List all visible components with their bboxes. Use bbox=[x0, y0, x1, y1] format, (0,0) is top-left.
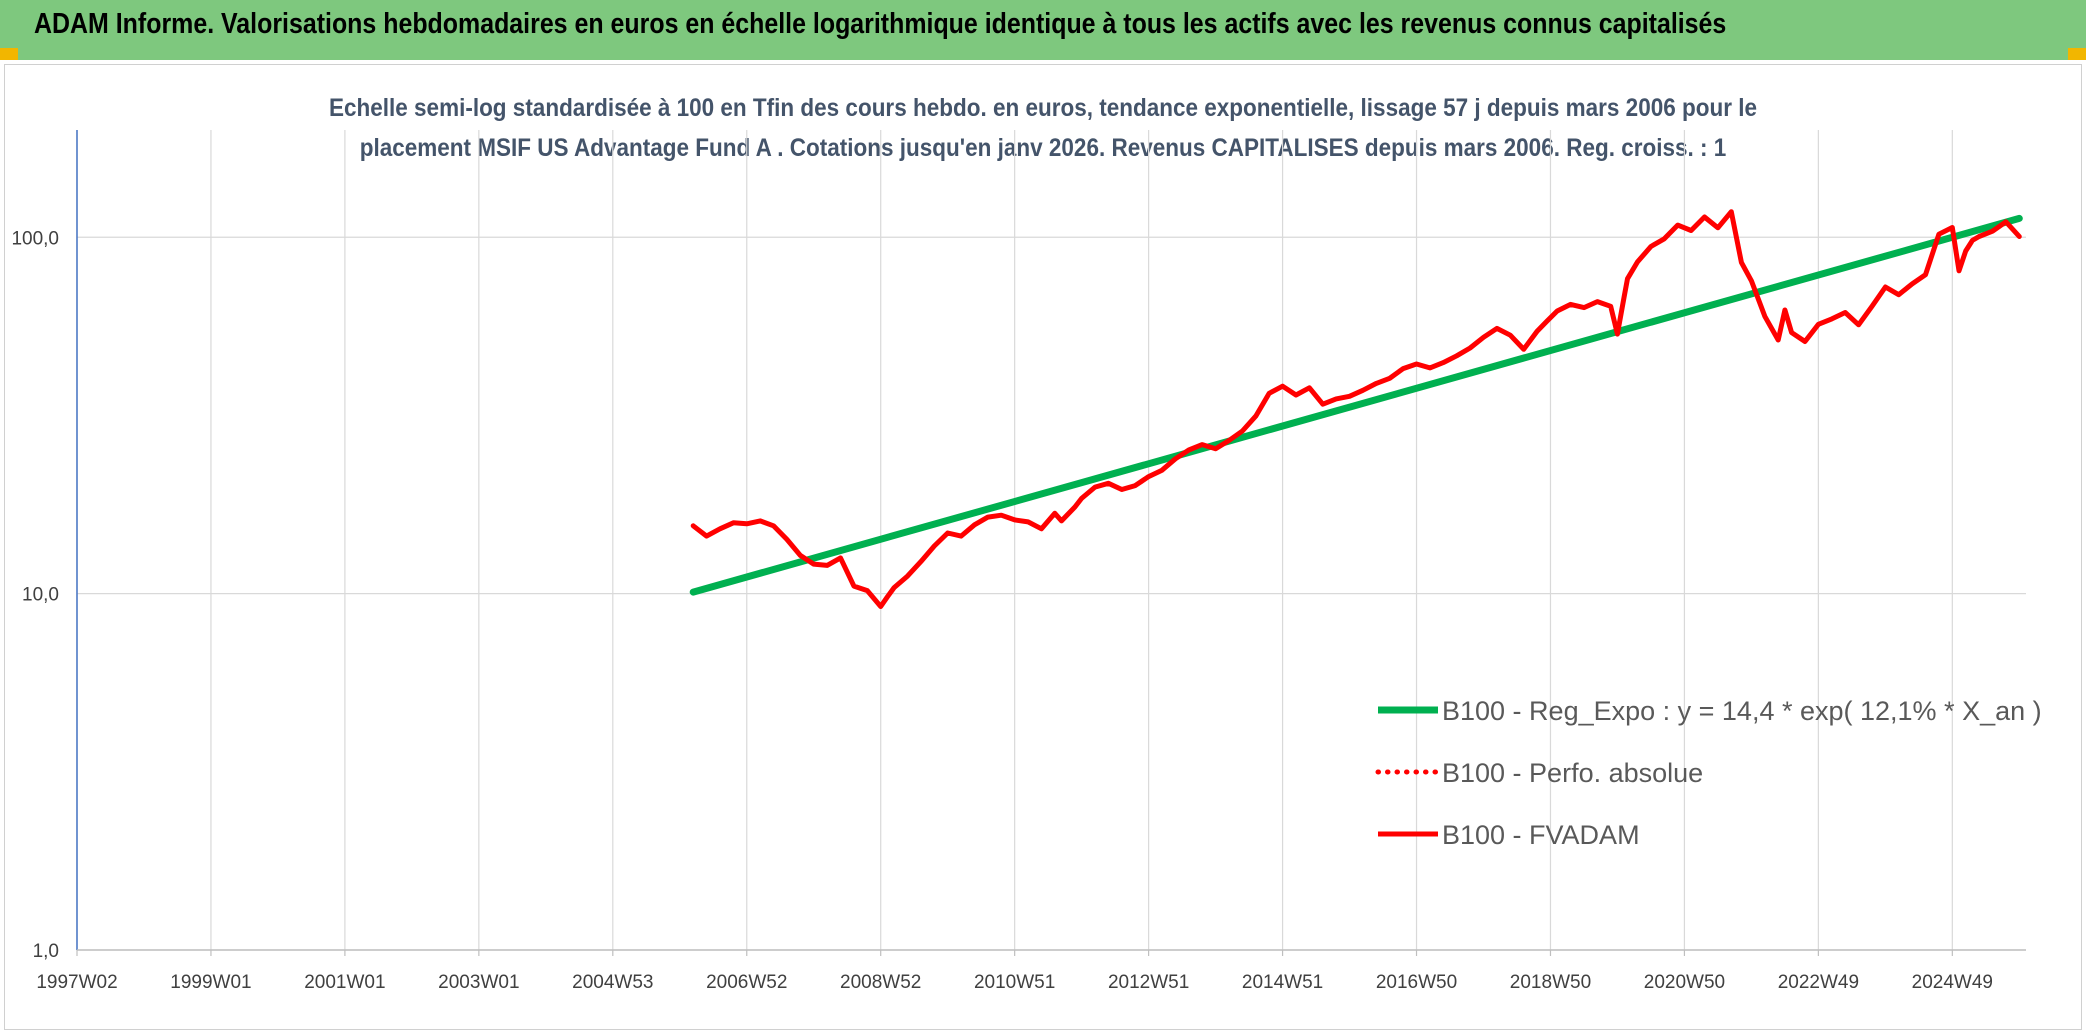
x-tick-label: 2001W01 bbox=[304, 972, 385, 993]
legend-label: B100 - Reg_Expo : y = 14,4 * exp( 12,1% … bbox=[1442, 696, 2042, 726]
series-regression-line bbox=[689, 214, 2023, 596]
x-tick-label: 2016W50 bbox=[1376, 972, 1457, 993]
x-tick-label: 2024W49 bbox=[1912, 972, 1993, 993]
x-tick-label: 1997W02 bbox=[36, 972, 117, 993]
legend-label: B100 - Perfo. absolue bbox=[1442, 758, 1703, 788]
x-tick-label: 2004W53 bbox=[572, 972, 653, 993]
series-layer bbox=[689, 209, 2023, 609]
x-tick-label: 2003W01 bbox=[438, 972, 519, 993]
x-tick-label: 2010W51 bbox=[974, 972, 1055, 993]
subtitle-line-1: Echelle semi-log standardisée à 100 en T… bbox=[328, 94, 1757, 122]
x-tick-label: 2006W52 bbox=[706, 972, 787, 993]
x-tick-label: 2008W52 bbox=[840, 972, 921, 993]
y-tick-label: 10,0 bbox=[22, 585, 59, 606]
legend-label: B100 - FVADAM bbox=[1442, 820, 1640, 850]
legend: B100 - Reg_Expo : y = 14,4 * exp( 12,1% … bbox=[1375, 696, 2042, 850]
axis-layer: 1,0 10,0 100,0 1997W02 1999W01 2001W01 2003W01… bbox=[11, 130, 2026, 993]
grid-layer bbox=[76, 130, 2026, 951]
x-tick-label: 2012W51 bbox=[1108, 972, 1189, 993]
report-title: ADAM Informe. Valorisations hebdomadaire… bbox=[34, 8, 1727, 40]
y-tick-label: 1,0 bbox=[33, 941, 59, 962]
x-tick-label: 2014W51 bbox=[1242, 972, 1323, 993]
series-fvadam-line bbox=[690, 209, 2022, 609]
x-tick-label: 1999W01 bbox=[170, 972, 251, 993]
x-tick-label: 2018W50 bbox=[1510, 972, 1591, 993]
header-bar: ADAM Informe. Valorisations hebdomadaire… bbox=[0, 0, 2086, 60]
y-tick-label: 100,0 bbox=[11, 228, 59, 249]
x-tick-label: 2022W49 bbox=[1778, 972, 1859, 993]
x-tick-label: 2020W50 bbox=[1644, 972, 1725, 993]
corner-marker-right bbox=[2068, 48, 2086, 60]
subtitle-line-2: placement MSIF US Advantage Fund A . Cot… bbox=[359, 134, 1727, 162]
corner-marker-left bbox=[0, 48, 18, 60]
chart-subtitle: Echelle semi-log standardisée à 100 en T… bbox=[0, 88, 2086, 168]
